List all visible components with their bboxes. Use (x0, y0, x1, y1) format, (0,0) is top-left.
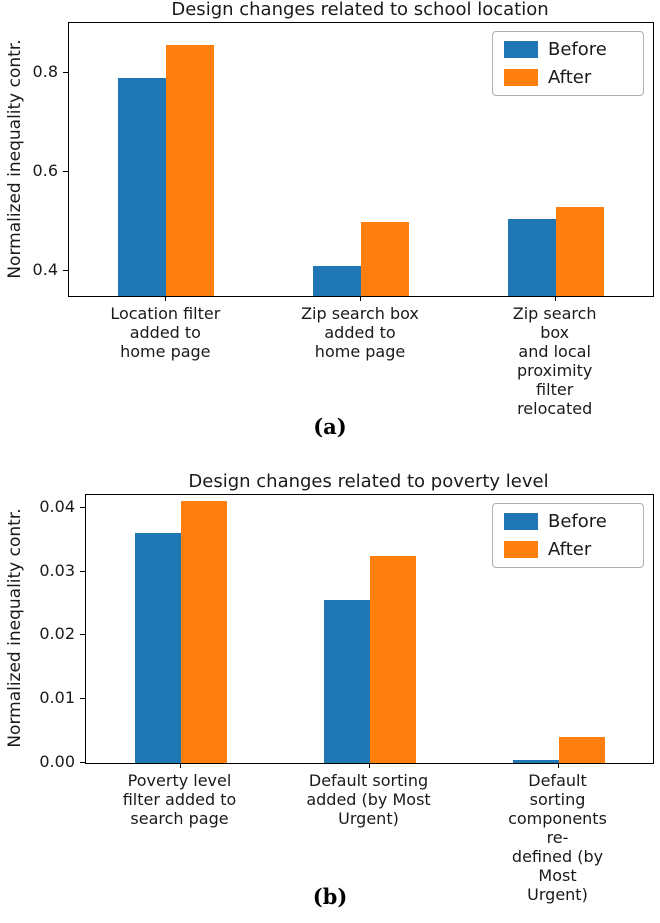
bar-after-0 (181, 501, 227, 763)
y-tick-label: 0.03 (39, 560, 75, 580)
x-tick-label: Zip search box added to home page (301, 304, 419, 361)
bar-after-1 (370, 556, 416, 763)
chart-a-title: Design changes related to school locatio… (171, 0, 549, 20)
chart-b-y-axis-label: Normalized inequality contr. (5, 508, 25, 748)
y-tick-mark (80, 634, 85, 636)
y-tick-label: 0.4 (32, 260, 58, 280)
y-tick-mark (63, 71, 68, 73)
x-tick-label: Poverty level filter added to search pag… (122, 771, 237, 828)
bar-after-2 (559, 737, 605, 763)
legend-entry-before: Before (504, 39, 632, 60)
legend-swatch-after (504, 541, 538, 558)
legend-swatch-before (504, 41, 538, 58)
bar-before-0 (118, 78, 166, 296)
y-tick-label: 0.02 (39, 624, 75, 644)
y-tick-mark (80, 698, 85, 700)
x-tick-label: Default sorting components re- defined (… (508, 771, 607, 904)
x-tick-mark (360, 296, 361, 301)
x-tick-mark (554, 296, 556, 301)
x-tick-label: Default sorting added (by Most Urgent) (306, 771, 431, 828)
bar-before-2 (513, 760, 559, 763)
y-tick-mark (80, 506, 85, 508)
y-tick-label: 0.8 (32, 61, 58, 81)
x-tick-mark (165, 296, 167, 301)
legend-label-after: After (548, 67, 592, 88)
x-tick-mark (557, 763, 559, 768)
chart-b-title: Design changes related to poverty level (188, 471, 549, 492)
legend: Before After (492, 31, 644, 96)
legend-swatch-before (504, 513, 538, 530)
bar-before-2 (508, 219, 556, 296)
x-tick-label: Location filter added to home page (110, 304, 221, 361)
legend: Before After (492, 503, 644, 568)
bar-before-1 (324, 600, 370, 763)
x-tick-mark (368, 763, 370, 768)
y-tick-mark (63, 270, 68, 272)
legend-swatch-after (504, 69, 538, 86)
legend-entry-before: Before (504, 511, 632, 532)
bar-after-2 (556, 207, 604, 296)
x-tick-mark (179, 763, 181, 768)
legend-entry-after: After (504, 67, 632, 88)
legend-entry-after: After (504, 539, 632, 560)
legend-label-before: Before (548, 511, 607, 532)
bar-after-1 (361, 222, 409, 296)
x-tick-label: Zip search box and local proximity filte… (512, 304, 597, 418)
legend-label-after: After (548, 539, 592, 560)
y-tick-mark (80, 762, 85, 763)
y-tick-mark (80, 570, 85, 572)
bar-after-0 (166, 45, 214, 296)
y-tick-label: 0.6 (32, 160, 58, 180)
y-tick-label: 0.01 (39, 688, 75, 708)
subfigure-label-b: (b) (312, 884, 348, 909)
legend-label-before: Before (548, 39, 607, 60)
y-tick-mark (63, 170, 68, 172)
subfigure-label-a: (a) (313, 414, 347, 439)
bar-before-0 (135, 533, 181, 763)
y-tick-label: 0.00 (39, 752, 75, 771)
y-tick-label: 0.04 (39, 496, 75, 516)
bar-before-1 (313, 266, 361, 296)
